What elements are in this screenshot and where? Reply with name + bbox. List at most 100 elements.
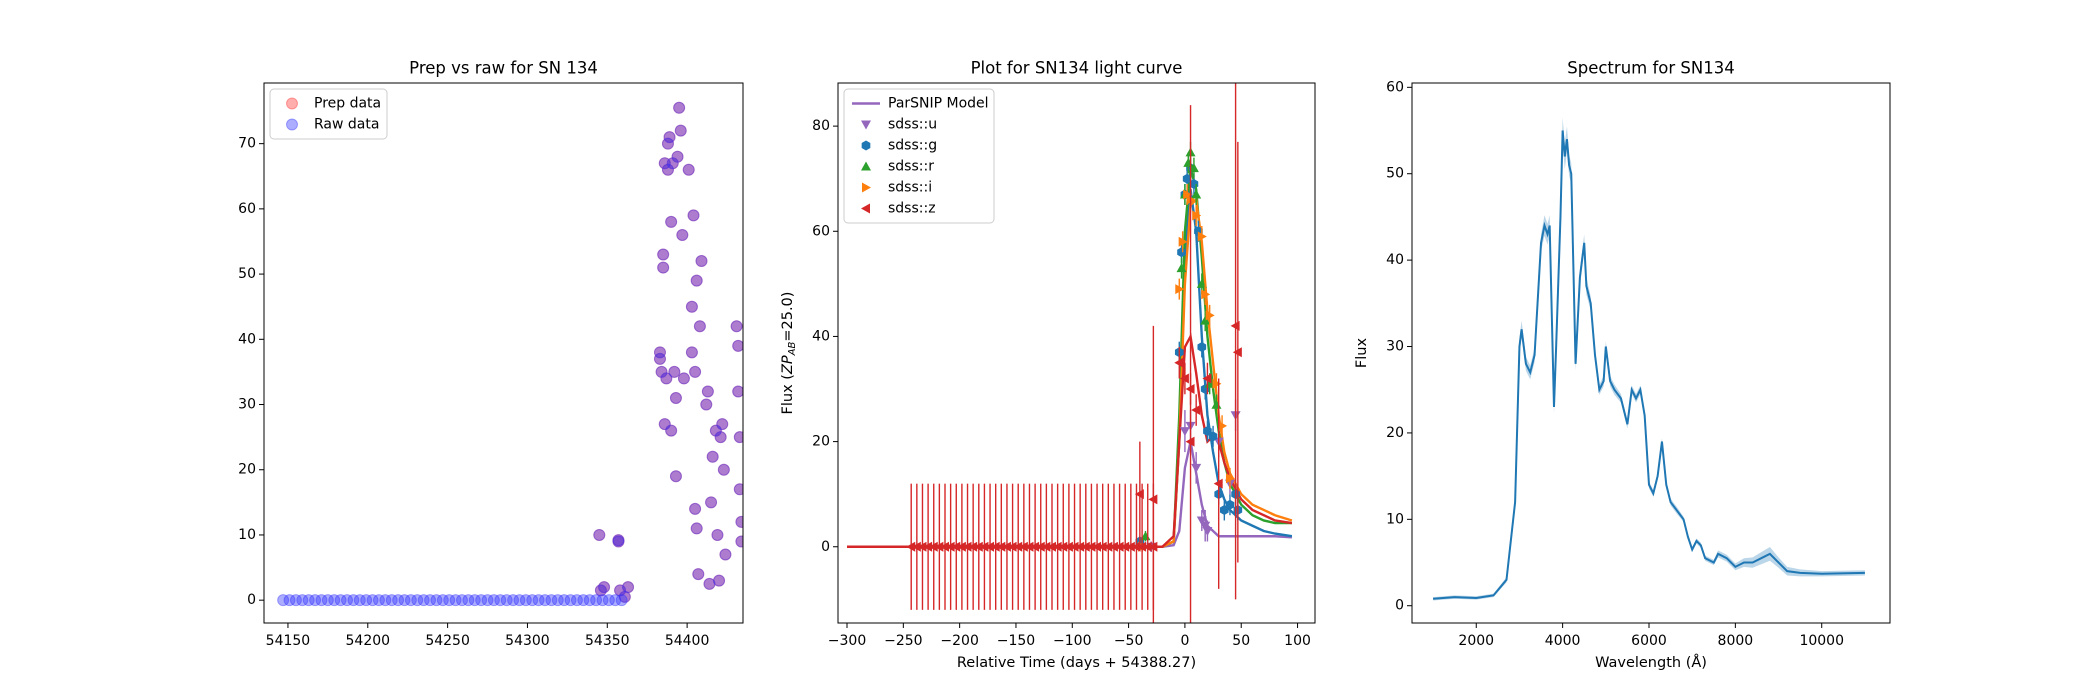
y-tick-label: 0 [821,539,830,555]
data-point [665,424,678,437]
data-point [526,594,539,607]
data-point [513,594,526,607]
y-tick-label: 20 [812,434,830,450]
y-tick-label: 60 [1386,79,1404,95]
data-point [1063,541,1073,552]
data-point [689,365,702,378]
data-point [687,209,700,222]
data-point [906,541,916,552]
legend-swatch [286,97,298,110]
data-point [1086,541,1096,552]
legend-box [269,88,388,140]
y-tick-label: 30 [1386,339,1404,355]
data-point [598,581,611,594]
legend-label: sdss::r [888,159,934,175]
data-point [1185,436,1195,447]
axes-frame [837,82,1316,624]
data-point [539,594,552,607]
data-point [1058,541,1068,552]
error-band [1433,117,1865,601]
data-point [532,594,545,607]
data-point [666,157,679,170]
data-point [1192,210,1202,221]
data-point [657,248,670,261]
chart-title: Spectrum for SN134 [1567,59,1734,78]
data-point [685,300,698,313]
data-point [735,535,743,548]
data-point [673,101,686,114]
y-tick-label: 30 [238,397,256,413]
plot-area [1432,117,1865,601]
data-point [709,424,722,437]
y-tick-label: 70 [238,136,256,152]
legend-swatch [861,203,870,214]
data-point [716,418,729,431]
data-point [674,124,687,137]
data-point [665,215,678,228]
data-point [1225,499,1235,510]
y-tick-label: 80 [812,118,830,134]
legend-label: sdss::u [888,117,937,133]
data-point [713,574,726,587]
data-point [669,392,682,404]
data-point [1218,420,1228,431]
legend-swatch [861,120,871,130]
data-point [951,541,961,552]
data-point [372,594,385,607]
data-point [665,215,678,228]
data-point [1179,427,1190,437]
data-point [1201,289,1211,300]
data-point [1200,315,1211,325]
data-point [711,528,724,541]
data-point [1125,541,1135,552]
data-point [614,584,627,597]
data-point [1120,541,1130,552]
data-point [658,157,671,170]
data-point [558,594,571,607]
data-point [593,528,606,541]
x-tick-label: 50 [1232,633,1250,649]
legend-label: Prep data [314,96,381,112]
y-axis-label-part: Flux ( [780,374,796,414]
data-point [732,339,743,352]
data-point [334,594,347,607]
x-tick-label: 54400 [665,633,710,649]
data-point [612,535,625,548]
data-point [1013,541,1023,552]
data-point [660,372,673,385]
x-tick-label: 54350 [585,633,630,649]
legend-label: ParSNIP Model [888,96,989,112]
data-point [1137,541,1147,552]
data-point [1131,541,1141,552]
x-tick-label: 4000 [1545,633,1581,649]
data-point [685,346,698,359]
data-point [321,594,334,607]
data-point [682,163,695,176]
data-point [1202,526,1213,536]
data-point [1108,541,1118,552]
data-point [1213,478,1223,489]
data-point [730,320,743,333]
data-point [385,594,398,607]
y-tick-label: 0 [1395,598,1404,614]
data-point [733,483,743,496]
data-point [1197,231,1207,242]
data-point [693,320,706,333]
data-point [622,581,635,594]
data-point [663,131,676,144]
data-point [663,131,676,144]
y-axis-label: Flux [1354,338,1370,369]
data-point [347,594,360,607]
data-point [689,502,702,515]
data-point [443,594,456,607]
x-tick-label: −100 [1053,633,1091,649]
x-tick-label: 6000 [1631,633,1667,649]
data-point [923,541,933,552]
data-point [682,163,695,176]
data-point [917,541,927,552]
data-point [602,594,615,607]
data-point [689,365,702,378]
y-tick-label: 60 [238,201,256,217]
data-point [500,594,513,607]
